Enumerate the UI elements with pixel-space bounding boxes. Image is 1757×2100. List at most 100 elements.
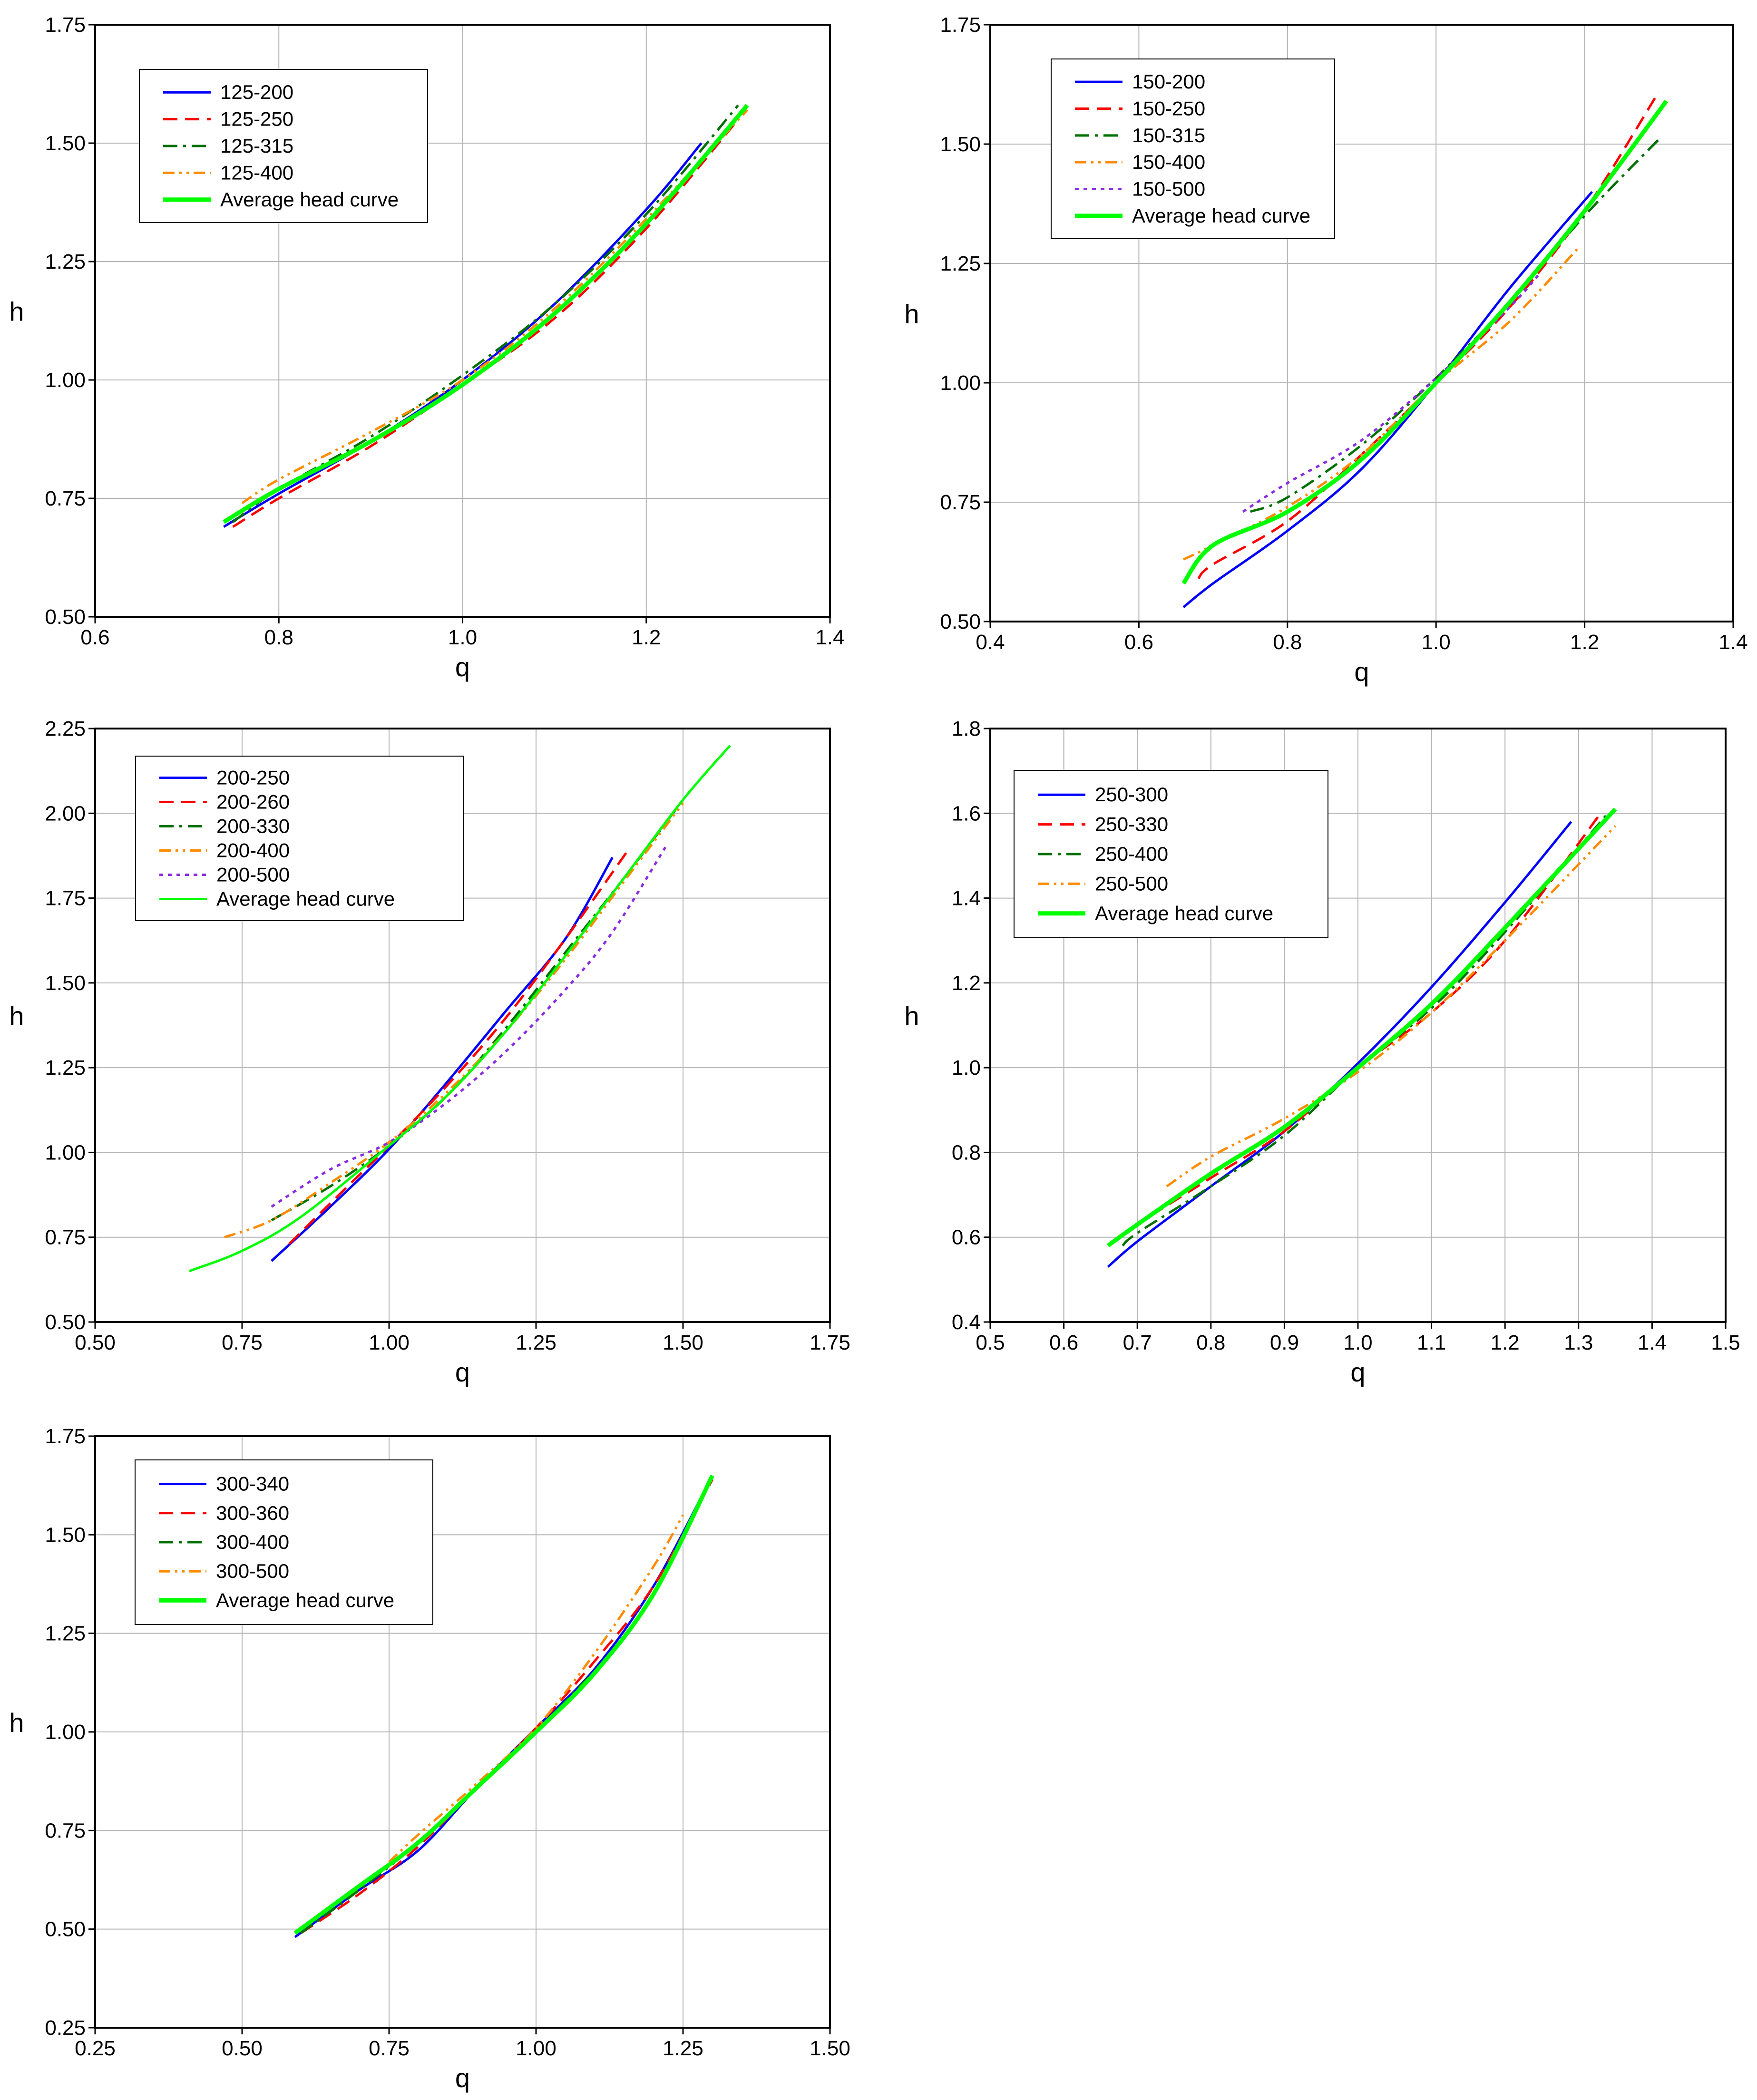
y-tick-label: 1.50 — [940, 133, 981, 156]
legend: 300-340 300-360 300-400 300-500 Average head… — [135, 1459, 433, 1625]
series-line-200-260 — [288, 846, 631, 1245]
legend-box — [135, 756, 464, 921]
legend-label: 150-400 — [1132, 151, 1205, 173]
legend-label: 250-400 — [1095, 843, 1168, 865]
y-tick-label: 1.25 — [45, 1622, 86, 1645]
series-line-150-500 — [1242, 272, 1541, 513]
x-tick-label: 0.25 — [75, 2037, 116, 2060]
y-tick-label: 1.00 — [45, 1721, 86, 1744]
y-tick-label: 1.75 — [940, 13, 981, 37]
legend-label: 125-400 — [220, 161, 293, 184]
x-tick-label: 0.8 — [264, 626, 293, 649]
series-line-250-500 — [1166, 825, 1616, 1187]
series-line-125-400 — [241, 109, 749, 505]
legend-label: 300-360 — [216, 1502, 289, 1524]
legend-label: Average head curve — [220, 188, 399, 211]
legend-label: 125-200 — [220, 81, 293, 103]
y-axis-label: h — [9, 297, 24, 327]
x-axis-label: q — [455, 652, 470, 682]
y-tick-label: 1.50 — [45, 972, 86, 995]
y-tick-label: 2.00 — [45, 802, 86, 825]
series-line-200-500 — [271, 846, 667, 1208]
y-tick-label: 0.50 — [45, 605, 86, 629]
legend-label: 200-500 — [216, 864, 290, 886]
y-tick-label: 0.50 — [940, 610, 981, 633]
legend-label: 250-330 — [1095, 813, 1168, 836]
series-line-150-315 — [1249, 138, 1660, 513]
legend: 125-200 125-250 125-315 125-400 Average head… — [139, 69, 428, 223]
y-tick-label: 1.75 — [45, 13, 86, 37]
legend-label: 125-315 — [220, 135, 293, 157]
plot-frame — [94, 728, 831, 1323]
legend-label: 250-500 — [1095, 872, 1168, 894]
y-tick-label: 1.6 — [952, 802, 981, 825]
x-tick-label: 0.6 — [80, 626, 109, 649]
series-line-average-head-curve — [1181, 99, 1669, 585]
x-tick-label: 1.1 — [1417, 1331, 1446, 1354]
series-line-average-head-curve — [293, 1474, 714, 1935]
chart-panel-top-right: 0.4 0.6 0.8 1.0 1.2 1.4 0.50 0.75 1.00 1.25 1.50 1.… — [904, 13, 1747, 687]
legend: 200-250200-260200-330200-400200-500Avera… — [135, 756, 464, 921]
legend-box — [139, 69, 428, 223]
x-tick-label: 0.4 — [976, 631, 1005, 654]
chart-panel-middle-left: 0.50 0.75 1.00 1.25 1.50 1.75 0.50 0.75 1.00 1.25… — [9, 717, 850, 1387]
legend: 250-300 250-330 250-400 250-500 Average head… — [1014, 770, 1328, 938]
x-tick-label: 1.25 — [663, 2037, 703, 2060]
chart-panel-bottom-left: 0.25 0.50 0.75 1.00 1.25 1.50 0.25 0.50 0.75 1.00… — [9, 1425, 850, 2093]
y-axis-label: h — [9, 1001, 24, 1031]
legend-box — [135, 1459, 433, 1625]
y-tick-label: 1.00 — [45, 1141, 86, 1164]
legend-label: 150-500 — [1132, 178, 1205, 200]
y-tick-label: 0.50 — [45, 1311, 86, 1334]
legend-box — [1051, 58, 1335, 239]
x-tick-label: 1.50 — [663, 1331, 703, 1354]
y-tick-label: 1.25 — [45, 1056, 86, 1079]
x-tick-label: 1.2 — [632, 626, 661, 649]
x-tick-label: 1.5 — [1711, 1331, 1740, 1354]
legend-label: Average head curve — [216, 888, 395, 910]
x-tick-label: 0.5 — [976, 1331, 1005, 1354]
x-tick-label: 1.0 — [1422, 631, 1451, 654]
series-line-average-head-curve — [223, 104, 749, 524]
y-tick-label: 1.4 — [952, 887, 981, 910]
x-tick-label: 0.7 — [1123, 1331, 1152, 1354]
legend-label: 300-400 — [216, 1531, 289, 1553]
legend-label: 300-500 — [216, 1560, 289, 1582]
x-tick-label: 1.25 — [516, 1331, 556, 1354]
x-tick-label: 1.2 — [1570, 631, 1599, 654]
legend-label: 200-400 — [216, 839, 290, 862]
x-tick-label: 1.50 — [810, 2037, 850, 2060]
chart-panel-top-left: 0.6 0.8 1.0 1.2 1.4 0.50 0.75 1.00 1.25 1.50 1.75 q… — [9, 13, 844, 682]
y-tick-label: 1.0 — [952, 1056, 981, 1079]
y-tick-label: 0.75 — [45, 1819, 86, 1842]
y-tick-label: 0.50 — [45, 1918, 86, 1941]
x-tick-label: 0.9 — [1270, 1331, 1299, 1354]
y-tick-label: 2.25 — [45, 717, 86, 740]
y-tick-label: 1.50 — [45, 1523, 86, 1546]
y-tick-label: 1.25 — [45, 250, 86, 273]
series-line-average-head-curve — [188, 745, 731, 1273]
x-tick-label: 1.3 — [1564, 1331, 1593, 1354]
x-tick-label: 0.50 — [222, 2037, 263, 2060]
legend-label: 200-260 — [216, 791, 290, 813]
x-tick-label: 1.00 — [369, 1331, 410, 1354]
x-tick-label: 0.75 — [369, 2037, 410, 2060]
legend-label: 150-250 — [1132, 97, 1205, 120]
x-tick-label: 0.6 — [1124, 631, 1153, 654]
y-axis-label: h — [9, 1708, 24, 1738]
legend-label: Average head curve — [1095, 902, 1273, 924]
x-tick-label: 1.75 — [810, 1331, 850, 1354]
y-tick-label: 0.6 — [952, 1226, 981, 1249]
y-tick-label: 0.4 — [952, 1311, 981, 1334]
y-tick-label: 0.75 — [45, 487, 86, 510]
y-tick-label: 1.50 — [45, 132, 86, 155]
y-tick-label: 1.2 — [952, 972, 981, 995]
x-axis-label: q — [1350, 1357, 1365, 1387]
series-line-200-250 — [271, 856, 614, 1262]
series-line-300-500 — [388, 1514, 684, 1863]
y-tick-label: 1.00 — [940, 371, 981, 395]
x-tick-label: 1.4 — [1638, 1331, 1667, 1354]
x-tick-label: 1.0 — [448, 626, 477, 649]
x-tick-label: 0.50 — [75, 1331, 116, 1354]
